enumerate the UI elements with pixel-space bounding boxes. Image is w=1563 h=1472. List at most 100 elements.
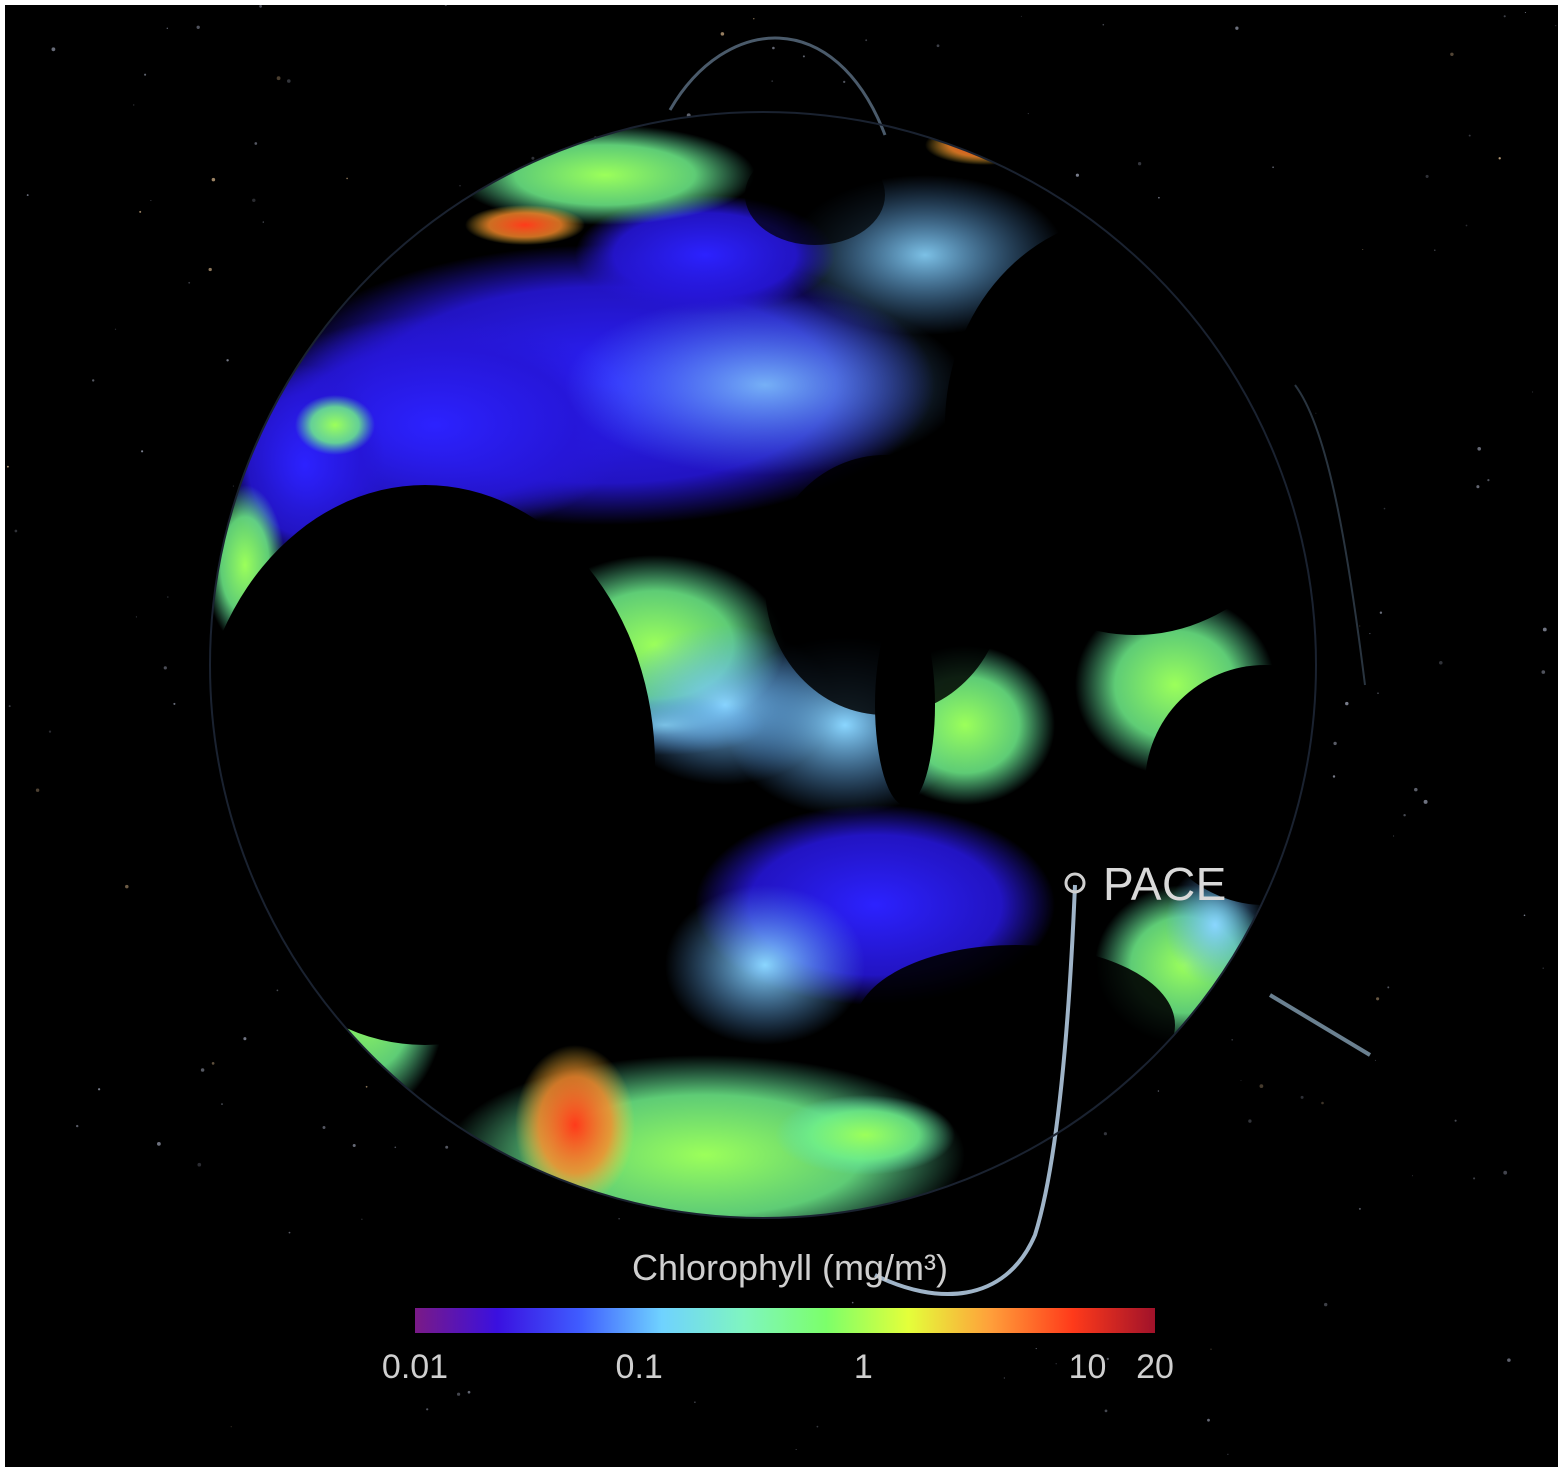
star: [1487, 479, 1490, 482]
legend-title: Chlorophyll (mg/m³): [631, 1247, 949, 1288]
star: [150, 200, 152, 201]
star: [1542, 627, 1547, 632]
star: [1359, 625, 1361, 627]
star: [1503, 1170, 1508, 1175]
star: [1210, 1348, 1212, 1350]
star: [243, 1037, 247, 1041]
star: [1358, 1207, 1361, 1210]
star: [1374, 1059, 1376, 1061]
star: [1383, 507, 1386, 510]
star: [843, 80, 846, 84]
star: [97, 1088, 101, 1091]
star: [167, 596, 169, 598]
star: [35, 788, 40, 792]
star: [1465, 224, 1468, 227]
star: [1055, 1363, 1057, 1365]
star: [802, 55, 805, 58]
colorbar-tick-label: 0.01: [381, 1348, 449, 1386]
star: [1468, 134, 1471, 137]
star: [163, 666, 167, 670]
star: [1473, 1177, 1476, 1180]
star: [173, 702, 176, 705]
star: [1158, 196, 1160, 199]
star: [1003, 1377, 1005, 1379]
star: [1450, 52, 1454, 57]
star: [1555, 25, 1557, 27]
star: [1379, 611, 1383, 614]
star: [1104, 1409, 1108, 1413]
star: [1532, 391, 1534, 393]
star: [1393, 835, 1395, 837]
star: [346, 177, 348, 180]
star: [352, 1143, 356, 1148]
star: [365, 1085, 368, 1088]
star: [816, 1425, 819, 1428]
star: [51, 47, 56, 52]
chlorophyll-layer: [210, 125, 1316, 1218]
star: [1524, 11, 1526, 14]
star: [276, 989, 279, 992]
star: [230, 1426, 232, 1428]
star: [1227, 1453, 1229, 1455]
star: [226, 359, 229, 362]
star: [1235, 26, 1239, 30]
star: [1403, 813, 1406, 817]
star: [467, 1390, 471, 1394]
star: [1035, 1348, 1037, 1350]
star: [753, 18, 755, 20]
star: [1207, 1418, 1210, 1422]
star: [114, 328, 117, 330]
star: [444, 5, 447, 7]
star: [1321, 1101, 1324, 1105]
star: [166, 27, 168, 29]
star: [1103, 1132, 1107, 1136]
star: [1102, 23, 1105, 26]
star: [426, 1408, 429, 1411]
star: [1300, 1095, 1304, 1099]
star: [139, 210, 142, 213]
star: [1137, 162, 1142, 166]
globe-limb: [209, 111, 1317, 1219]
colorbar-tick-label: 0.1: [615, 1348, 663, 1386]
star: [1315, 412, 1317, 414]
star: [1333, 741, 1337, 746]
star: [188, 281, 191, 284]
star: [135, 616, 137, 618]
star: [1414, 787, 1418, 792]
star: [125, 884, 129, 889]
star: [459, 185, 461, 187]
star: [456, 1392, 461, 1396]
star: [48, 730, 52, 733]
star: [1027, 113, 1029, 115]
star: [618, 1218, 620, 1220]
star: [1345, 701, 1349, 706]
star: [1542, 967, 1544, 969]
star: [1477, 446, 1482, 451]
globe-scene: [7, 5, 1557, 1455]
star: [694, 1401, 696, 1403]
star: [144, 73, 147, 76]
globe-viewport[interactable]: PACE Chlorophyll (mg/m³) 0.01 0.1 1 10 20: [5, 5, 1558, 1467]
star: [772, 46, 775, 50]
star: [795, 1448, 797, 1450]
star: [1454, 1119, 1457, 1122]
star: [208, 267, 212, 272]
star: [221, 1103, 223, 1106]
star: [1423, 799, 1428, 804]
star: [1377, 692, 1379, 694]
satellite-ring-icon[interactable]: [1064, 872, 1086, 894]
star: [92, 379, 95, 382]
satellite-label[interactable]: PACE: [1103, 858, 1227, 910]
star: [531, 156, 535, 160]
star: [1507, 1358, 1511, 1362]
star: [1362, 249, 1364, 250]
star: [1157, 1090, 1160, 1092]
colorbar: [415, 1308, 1155, 1333]
star: [865, 39, 868, 42]
star: [394, 1146, 397, 1149]
star: [197, 1162, 202, 1167]
star: [1324, 1302, 1328, 1307]
star: [445, 1145, 449, 1149]
star: [1541, 670, 1546, 674]
